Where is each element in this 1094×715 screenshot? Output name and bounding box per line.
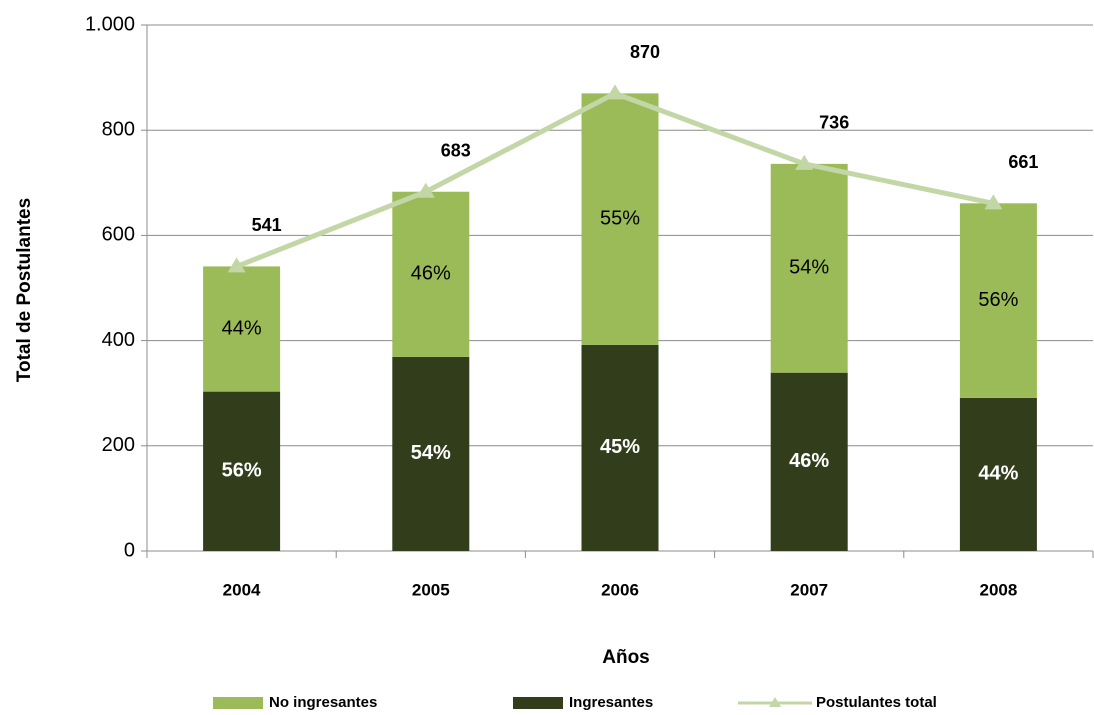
line-marker: [606, 84, 624, 100]
legend-label: Ingresantes: [569, 694, 653, 711]
segment-label: 44%: [222, 317, 262, 339]
bar-segment: [959, 397, 1037, 551]
y-tick-label: 1.000: [85, 13, 135, 35]
bar-segment: [392, 356, 470, 551]
segment-label: 55%: [600, 207, 640, 229]
legend-label: No ingresantes: [269, 694, 377, 711]
data-label: 661: [1008, 152, 1038, 172]
bar-segment: [203, 391, 281, 551]
y-tick-label: 800: [102, 118, 135, 140]
data-label: 736: [819, 113, 849, 133]
x-tick-label: 2008: [979, 580, 1017, 599]
segment-label: 44%: [978, 463, 1018, 485]
segment-label: 46%: [411, 263, 451, 285]
bar-segment: [203, 266, 281, 392]
bar-segment: [581, 344, 659, 551]
segment-label: 54%: [789, 257, 829, 279]
y-tick-label: 400: [102, 329, 135, 351]
bar-segment: [770, 372, 848, 551]
data-label: 870: [630, 42, 660, 62]
legend-swatch: [513, 697, 563, 709]
legend-marker: [769, 697, 781, 707]
line-marker: [795, 154, 814, 170]
segment-label: 56%: [978, 289, 1018, 311]
line-marker: [416, 182, 435, 198]
bar-segment: [581, 93, 659, 345]
bar-segment: [770, 163, 848, 373]
segment-label: 54%: [411, 442, 451, 464]
bar-segment: [959, 203, 1037, 398]
data-label: 541: [252, 215, 282, 235]
x-tick-label: 2005: [412, 580, 450, 599]
data-label: 683: [441, 140, 471, 160]
y-tick-label: 0: [124, 539, 135, 561]
legend-label: Postulantes total: [816, 694, 937, 711]
segment-label: 56%: [222, 460, 262, 482]
line-marker: [984, 194, 1003, 210]
line-marker: [227, 257, 246, 273]
bar-segment: [392, 191, 470, 357]
y-tick-label: 200: [102, 434, 135, 456]
segment-label: 45%: [600, 436, 640, 458]
y-axis-title: Total de Postulantes: [14, 198, 35, 382]
x-tick-label: 2004: [223, 580, 261, 599]
legend-swatch: [213, 697, 263, 709]
x-axis-title: Años: [602, 647, 650, 668]
x-tick-label: 2006: [601, 580, 639, 599]
segment-label: 46%: [789, 450, 829, 472]
x-tick-label: 2007: [790, 580, 828, 599]
y-tick-label: 600: [102, 224, 135, 246]
